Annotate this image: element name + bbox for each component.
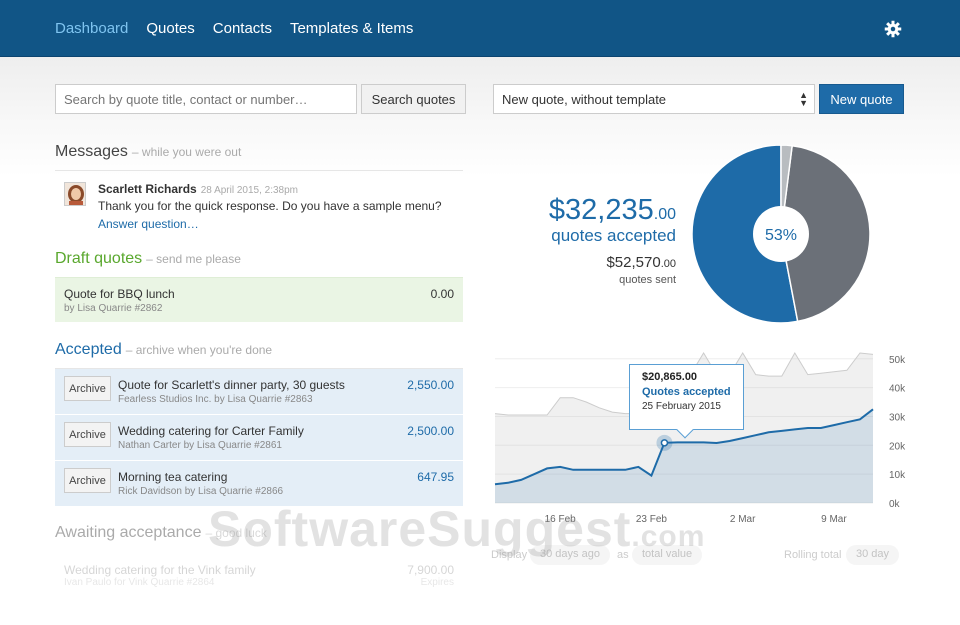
as-label: as (617, 549, 629, 561)
y-tick-label: 20k (889, 441, 906, 452)
pie-slice (780, 145, 871, 323)
search-input[interactable] (55, 84, 357, 114)
template-select-value: New quote, without template (502, 91, 667, 107)
template-select[interactable]: New quote, without template ▲ ▼ (493, 84, 815, 114)
awaiting-title: Awaiting acceptance (55, 524, 202, 541)
avatar-portrait-icon (65, 183, 85, 205)
answer-question-link[interactable]: Answer question… (98, 217, 199, 231)
quote-amount: 2,550.00 (407, 378, 454, 392)
x-tick-label: 9 Mar (821, 514, 847, 525)
quote-amount: 647.95 (417, 470, 454, 484)
accepted-dollars: $32,235 (548, 194, 654, 226)
accepted-total: $32,235.00 (549, 194, 676, 227)
archive-button[interactable]: Archive (64, 422, 111, 447)
drafts-title: Draft quotes (55, 250, 143, 267)
accepted-title: Accepted (55, 341, 122, 358)
sent-label: quotes sent (619, 274, 676, 286)
archive-button[interactable]: Archive (64, 468, 111, 493)
message-sender: Scarlett Richards 28 April 2015, 2:38pm (98, 182, 298, 196)
chart-tooltip: $20,865.00 Quotes accepted 25 February 2… (629, 364, 744, 439)
messages-heading: Messages – while you were out (55, 143, 241, 161)
quote-title: Quote for BBQ lunch (64, 287, 175, 301)
rolling-select[interactable]: 30 day (846, 545, 900, 565)
quote-title: Quote for Scarlett's dinner party, 30 gu… (118, 378, 345, 392)
quote-title: Wedding catering for Carter Family (118, 424, 304, 438)
y-tick-label: 0k (889, 499, 901, 510)
y-tick-label: 30k (889, 412, 906, 423)
search-quotes-button[interactable]: Search quotes (361, 84, 466, 114)
display-label: Display (491, 549, 528, 561)
archive-button[interactable]: Archive (64, 376, 111, 401)
quote-amount: 0.00 (430, 287, 454, 301)
sent-dollars: $52,570 (606, 254, 661, 271)
quote-title: Wedding catering for the Vink family (64, 563, 256, 577)
select-arrows-icon: ▲ ▼ (799, 90, 808, 108)
accepted-label: quotes accepted (551, 226, 676, 245)
quote-meta: Rick Davidson by Lisa Quarrie #2866 (118, 486, 284, 497)
series-area (495, 409, 873, 503)
messages-title: Messages (55, 143, 128, 160)
quote-status: Expires (420, 577, 454, 588)
list-item[interactable]: Archive Wedding catering for Carter Fami… (55, 415, 463, 460)
watermark-main: SoftwareSuggest (208, 501, 632, 557)
sender-name: Scarlett Richards (98, 182, 197, 196)
nav-templates-items[interactable]: Templates & Items (289, 20, 414, 37)
x-tick-label: 23 Feb (636, 514, 668, 525)
pie-percent-label: 53% (765, 227, 797, 244)
quote-amount: 2,500.00 (407, 424, 454, 438)
quote-meta: Nathan Carter by Lisa Quarrie #2861 (118, 440, 282, 451)
main-nav: Dashboard Quotes Contacts Templates & It… (55, 0, 413, 57)
list-item[interactable]: Archive Morning tea catering Rick Davids… (55, 461, 463, 506)
nav-dashboard[interactable]: Dashboard (55, 20, 129, 37)
nav-quotes[interactable]: Quotes (146, 20, 195, 37)
accepted-cents: .00 (653, 206, 676, 223)
awaiting-heading: Awaiting acceptance – good luck (55, 524, 267, 542)
gear-icon[interactable] (884, 20, 902, 38)
quote-amount: 7,900.00 (407, 563, 454, 577)
accepted-heading: Accepted – archive when you're done (55, 341, 272, 359)
pie-center-hole (753, 206, 809, 262)
nav-contacts[interactable]: Contacts (212, 20, 272, 37)
watermark-domain: .com (631, 520, 706, 553)
rolling-label: Rolling total (784, 549, 842, 561)
avatar (64, 182, 86, 206)
list-item[interactable]: Wedding catering for the Vink family Iva… (55, 556, 463, 590)
messages-subtitle: – while you were out (131, 145, 242, 159)
quote-title: Morning tea catering (118, 470, 228, 484)
awaiting-subtitle: – good luck (205, 526, 267, 540)
acceptance-pie-chart: 53% (691, 145, 871, 324)
x-tick-label: 16 Feb (545, 514, 577, 525)
new-quote-button[interactable]: New quote (819, 84, 904, 114)
hover-point[interactable] (660, 439, 669, 447)
pie-slice (691, 145, 799, 324)
mode-select[interactable]: total value (632, 545, 703, 565)
divider (55, 170, 463, 171)
tooltip-date: 25 February 2015 (642, 401, 721, 412)
sent-total: $52,570.00 (606, 254, 676, 271)
draft-quotes-heading: Draft quotes – send me please (55, 250, 241, 268)
list-item[interactable]: Quote for BBQ lunch by Lisa Quarrie #286… (55, 277, 463, 322)
quote-meta: by Lisa Quarrie #2862 (64, 303, 163, 314)
y-tick-label: 50k (889, 355, 906, 366)
tooltip-value: $20,865.00 (642, 371, 698, 383)
message-time: 28 April 2015, 2:38pm (200, 185, 299, 196)
x-tick-label: 2 Mar (730, 514, 756, 525)
watermark: SoftwareSuggest.com (208, 500, 705, 558)
message-text: Thank you for the quick response. Do you… (98, 199, 442, 213)
y-tick-label: 40k (889, 384, 906, 395)
divider (55, 368, 463, 369)
quote-meta: Fearless Studios Inc. by Lisa Quarrie #2… (118, 394, 313, 405)
sent-cents: .00 (660, 258, 676, 270)
tooltip-label: Quotes accepted (642, 386, 731, 398)
period-select[interactable]: 30 days ago (530, 545, 610, 565)
y-tick-label: 10k (889, 470, 906, 481)
list-item[interactable]: Archive Quote for Scarlett's dinner part… (55, 369, 463, 414)
quote-meta: Ivan Paulo for Vink Quarrie #2864 (64, 577, 215, 588)
accepted-subtitle: – archive when you're done (125, 343, 273, 357)
drafts-subtitle: – send me please (146, 252, 241, 266)
top-navbar: Dashboard Quotes Contacts Templates & It… (0, 0, 960, 57)
series-line (494, 408, 874, 486)
